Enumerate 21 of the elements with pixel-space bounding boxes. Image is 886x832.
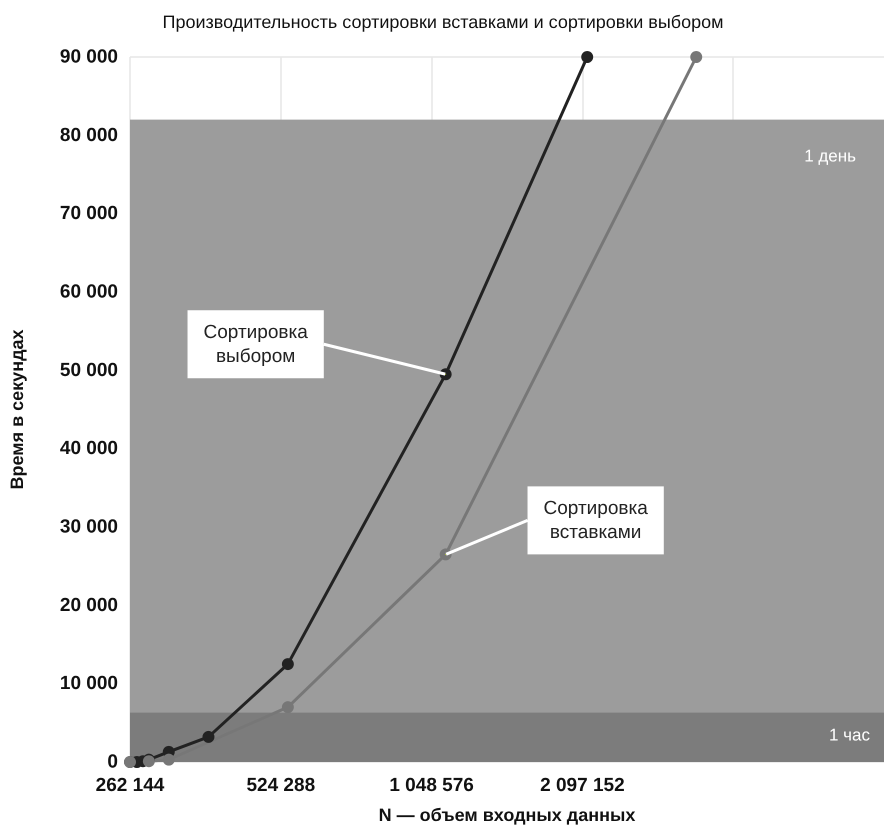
x-axis-title: N — объем входных данных — [378, 805, 636, 825]
y-tick-label: 20 000 — [60, 594, 118, 616]
x-tick-label: 524 288 — [246, 775, 316, 796]
y-tick-label: 40 000 — [60, 438, 118, 460]
band-label: 1 день — [804, 146, 856, 166]
y-tick-label: 30 000 — [60, 516, 118, 538]
chart-title: Производительность сортировки вставками и сортировки выбором — [162, 12, 724, 32]
annotation: Сортировка вставками — [544, 498, 648, 543]
annotation: Сортировка выбором — [204, 322, 308, 367]
y-axis-title: Время в секундах — [7, 329, 27, 490]
y-tick-label: 10 000 — [60, 673, 118, 694]
y-tick-label: 90 000 — [60, 46, 118, 68]
x-tick-label: 1 048 576 — [389, 775, 474, 796]
x-tick-label: 262 144 — [96, 775, 165, 796]
y-tick-label: 70 000 — [60, 203, 118, 224]
y-tick-label: 0 — [107, 752, 118, 772]
band-label: 1 час — [829, 726, 870, 745]
y-tick-label: 50 000 — [60, 360, 118, 381]
x-tick-label: 2 097 152 — [540, 775, 625, 796]
y-tick-label: 80 000 — [60, 124, 118, 146]
y-tick-label: 60 000 — [60, 282, 118, 302]
